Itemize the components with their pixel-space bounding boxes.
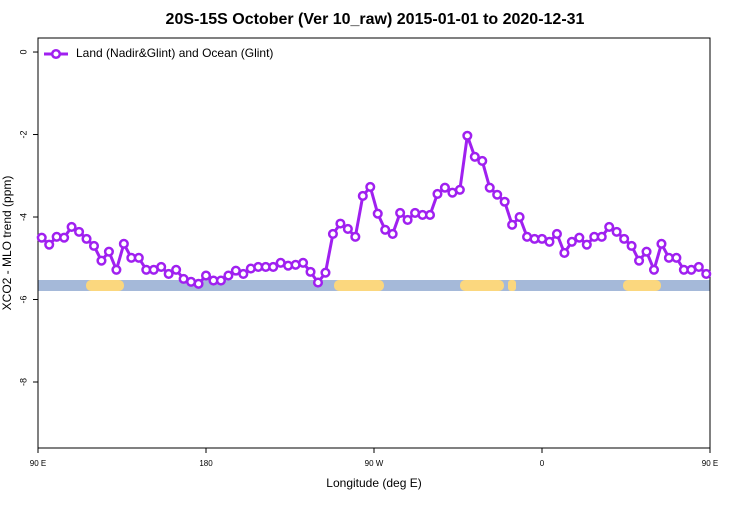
data-point [372,208,383,219]
data-point [156,261,167,272]
data-point [402,214,413,225]
data-point [387,228,398,239]
legend-label: Land (Nadir&Glint) and Ocean (Glint) [76,46,273,60]
data-point [544,236,555,247]
data-point [559,247,570,258]
data-point [268,261,279,272]
data-point [477,155,488,166]
x-tick-label: 90 E [702,459,718,468]
data-point [312,277,324,288]
data-point [305,266,316,277]
data-point [44,239,55,250]
data-point [163,268,174,279]
surface-strip [38,280,710,291]
data-point [327,228,338,239]
data-point [223,270,234,281]
data-point [566,236,577,247]
data-point [596,231,607,242]
y-tick-label: -4 [18,213,28,221]
data-point [454,184,465,195]
data-point [507,219,518,230]
data-point [74,226,85,237]
data-point [350,231,361,242]
data-point [432,188,443,199]
data-point [514,211,525,223]
data-point [380,224,391,235]
x-tick-label: 0 [540,459,545,468]
data-point [581,239,592,250]
data-point [574,232,585,243]
data-point [238,268,249,279]
x-tick-label: 90 W [365,459,384,468]
data-point [619,233,630,244]
data-point [462,130,473,141]
data-point [648,264,660,275]
y-tick-label: -8 [18,378,28,386]
data-point [365,181,376,192]
data-point [604,221,615,232]
data-point [215,275,226,286]
data-point [693,261,704,272]
y-tick-label: 0 [18,50,28,55]
data-point [611,226,622,237]
legend-marker [50,48,62,60]
data-point [96,255,107,266]
data-point [88,240,100,251]
data-point [66,221,77,232]
data-point [342,223,353,235]
data-point [36,232,47,243]
data-point [626,240,637,251]
data-point [492,189,503,200]
data-point [499,196,510,207]
data-point [484,182,495,193]
data-point [171,264,182,275]
data-point [357,190,368,202]
data-point [551,228,562,239]
data-point [641,246,652,257]
data-point [469,151,480,162]
x-tick-label: 90 E [30,459,46,468]
data-point [298,257,309,268]
y-tick-label: -2 [18,131,28,139]
data-point [200,270,212,281]
chart-title: 20S-15S October (Ver 10_raw) 2015-01-01 … [166,11,585,28]
data-point [103,246,114,257]
x-axis-label: Longitude (deg E) [326,476,421,490]
data-point [320,267,331,278]
data-point [193,278,204,289]
data-point [701,268,712,279]
data-point [111,264,122,275]
y-tick-label: -6 [18,296,28,304]
data-point [424,209,436,221]
data-point [335,218,346,229]
data-point [395,207,406,218]
data-point [634,255,645,266]
data-point [439,182,450,193]
data-point [656,238,667,249]
data-point [81,233,92,244]
data-point [133,252,144,263]
data-point [671,252,682,263]
y-axis-label: XCO2 - MLO trend (ppm) [0,176,14,311]
data-point [59,232,70,243]
x-tick-label: 180 [199,459,213,468]
data-point [118,238,129,249]
